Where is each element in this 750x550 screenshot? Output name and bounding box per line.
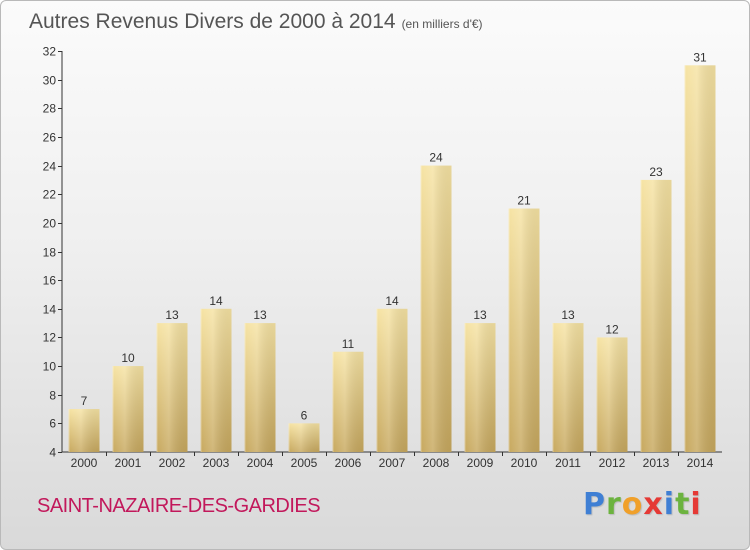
data-label: 13 [165,308,179,322]
logo-letter: x [643,487,664,522]
x-tick-label: 2006 [335,456,362,470]
y-tick-label: 28 [43,102,57,116]
bar-sheen [156,323,188,452]
place-name: SAINT-NAZAIRE-DES-GARDIES [37,495,321,517]
x-tick-label: 2002 [159,456,186,470]
x-tick-label: 2012 [599,456,626,470]
data-label: 21 [517,194,531,208]
data-label: 24 [429,151,443,165]
bar-sheen [464,323,496,452]
x-tick-label: 2011 [555,456,581,470]
data-label: 10 [121,351,135,365]
y-tick-label: 4 [49,446,56,460]
bar-sheen [684,65,716,453]
proxiti-logo: Proxiti [583,487,702,522]
x-tick-label: 2005 [291,456,318,470]
data-label: 13 [561,308,575,322]
bar-sheen [244,323,276,452]
x-tick-label: 2003 [203,456,230,470]
data-label: 12 [605,322,619,336]
bar-sheen [640,179,672,452]
y-tick-label: 16 [43,274,57,288]
bar-sheen [552,323,584,452]
logo-letter: i [663,487,676,522]
y-tick-label: 14 [43,303,57,317]
x-tick-label: 2010 [511,456,538,470]
data-label: 14 [209,294,223,308]
data-label: 11 [342,337,355,351]
x-tick-label: 2004 [247,456,274,470]
y-tick-label: 30 [43,74,57,88]
bar-sheen [508,208,540,452]
x-tick-label: 2000 [71,456,98,470]
logo-letter: i [690,487,702,522]
y-tick-label: 6 [49,417,56,431]
chart-unit: (en milliers d'€) [401,17,483,31]
bar-sheen [332,351,364,452]
bar-sheen [68,409,100,452]
data-label: 6 [301,408,308,422]
y-tick-label: 32 [43,45,57,59]
y-tick-label: 24 [43,160,57,174]
y-tick-label: 22 [43,188,57,202]
data-label: 7 [81,394,88,408]
x-tick-label: 2001 [115,456,142,470]
y-tick-label: 12 [43,331,57,345]
y-tick-label: 20 [43,217,57,231]
bar-sheen [112,366,144,452]
chart-title-text: Autres Revenus Divers de 2000 à 2014 [29,10,396,33]
y-tick-label: 10 [43,360,57,374]
bar-sheen [596,337,628,452]
y-tick-label: 18 [43,246,57,260]
data-label: 13 [473,308,487,322]
data-label: 23 [649,165,663,179]
logo-letter: o [621,487,644,522]
logo-letter: t [675,487,691,522]
x-tick-label: 2009 [467,456,494,470]
y-tick-label: 26 [43,131,57,145]
x-tick-label: 2013 [643,456,670,470]
bar-sheen [376,308,408,452]
logo-letter: r [606,487,622,522]
data-label: 31 [693,50,707,64]
y-tick-label: 8 [49,389,56,403]
bar-sheen [420,165,452,453]
chart-title: Autres Revenus Divers de 2000 à 2014 (en … [29,10,483,34]
bar-sheen [200,308,232,452]
data-label: 14 [385,294,399,308]
bar-sheen [288,423,320,452]
x-tick-label: 2007 [379,456,406,470]
x-tick-label: 2008 [423,456,450,470]
logo-letter: P [583,487,606,522]
data-label: 13 [253,308,267,322]
x-tick-label: 2014 [687,456,714,470]
